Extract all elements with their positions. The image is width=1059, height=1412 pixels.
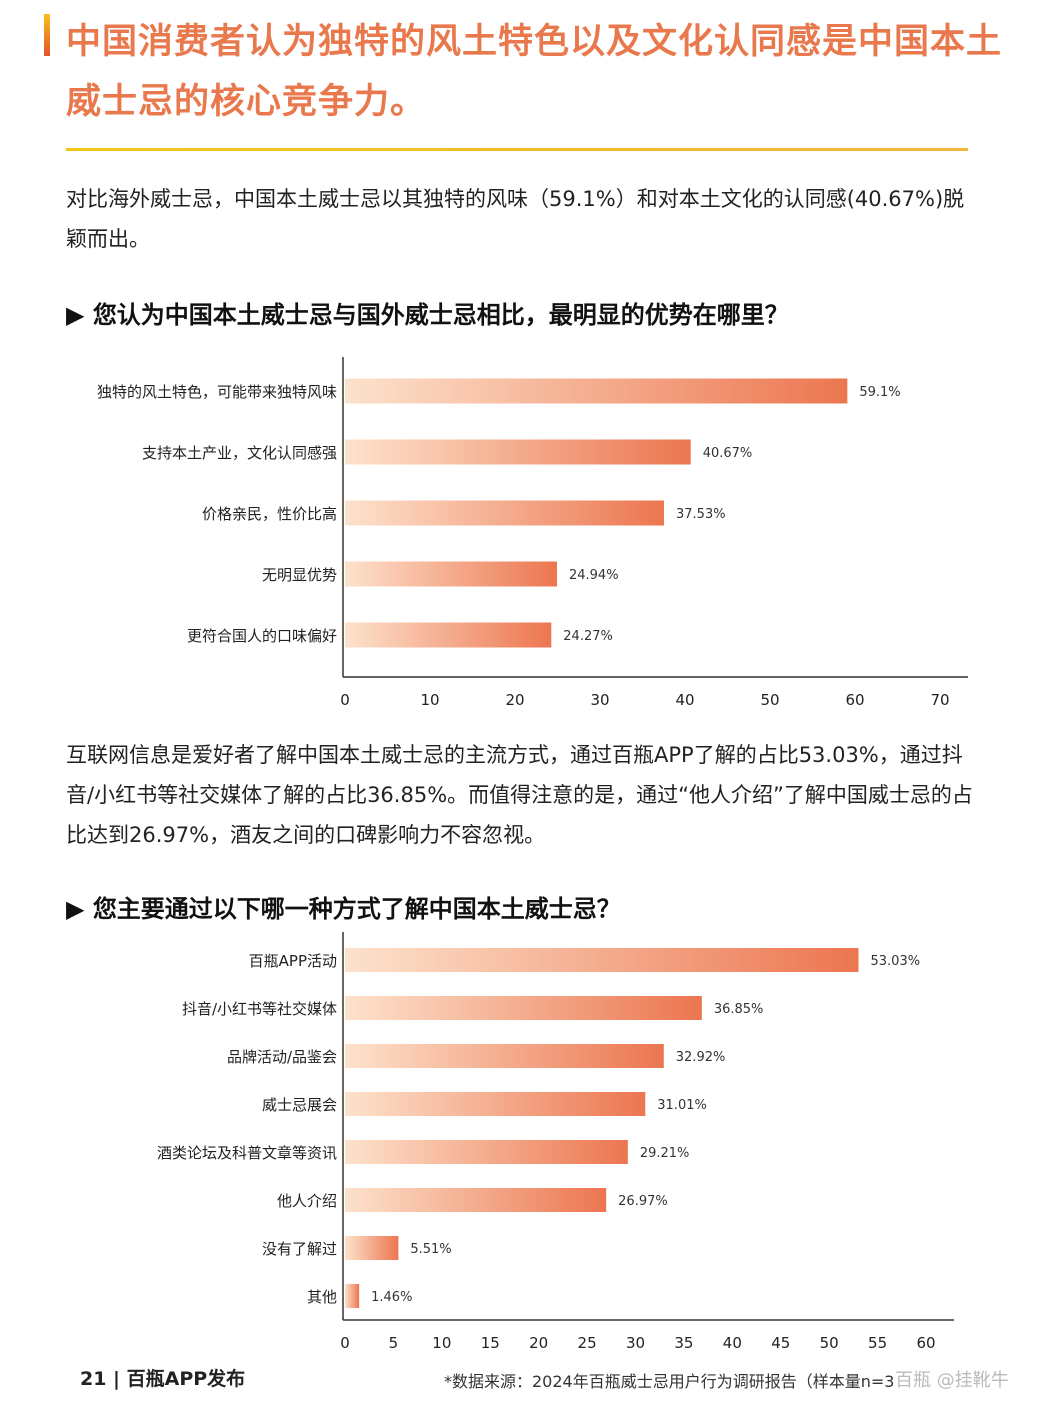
x-tick-label: 35	[674, 1334, 693, 1352]
data-label: 37.53%	[676, 507, 726, 522]
chart2-channels: 百瓶APP活动 53.03% 抖音/小红书等社交媒体 36.85% 品牌活动/品鉴会 32…	[157, 932, 954, 1352]
x-tick-label: 15	[481, 1334, 500, 1352]
category-label: 抖音/小红书等社交媒体	[182, 1000, 337, 1018]
x-tick-label: 10	[420, 691, 439, 709]
x-tick-label: 45	[771, 1334, 790, 1352]
data-label: 31.01%	[657, 1098, 707, 1113]
category-label: 威士忌展会	[262, 1096, 337, 1114]
data-label: 24.94%	[569, 568, 619, 583]
chart1-advantages: 独特的风土特色，可能带来独特风味 59.1% 支持本土产业，文化认同感强 40.67%…	[97, 357, 968, 709]
bar	[345, 561, 557, 587]
bar	[345, 1284, 360, 1308]
bar	[345, 1092, 646, 1116]
x-tick-label: 25	[578, 1334, 597, 1352]
bar	[345, 948, 859, 972]
x-tick-label: 70	[930, 691, 949, 709]
data-label: 5.51%	[410, 1242, 451, 1257]
x-tick-label: 20	[505, 691, 524, 709]
title-accent-bar	[44, 14, 50, 56]
category-label: 无明显优势	[262, 566, 337, 584]
category-label: 独特的风土特色，可能带来独特风味	[97, 383, 337, 401]
bar	[345, 996, 702, 1020]
footer-source: *数据来源：2024年百瓶威士忌用户行为调研报告（样本量n=3	[444, 1372, 895, 1391]
x-tick-label: 0	[340, 1334, 350, 1352]
bar	[345, 439, 691, 465]
x-tick-label: 50	[760, 691, 779, 709]
x-tick-label: 30	[626, 1334, 645, 1352]
category-label: 酒类论坛及科普文章等资讯	[157, 1144, 337, 1162]
category-label: 品牌活动/品鉴会	[227, 1048, 337, 1066]
bar	[345, 1188, 607, 1212]
category-label: 更符合国人的口味偏好	[187, 627, 337, 645]
category-label: 其他	[307, 1288, 337, 1306]
x-tick-label: 10	[432, 1334, 451, 1352]
data-label: 29.21%	[640, 1146, 690, 1161]
data-label: 24.27%	[563, 629, 613, 644]
data-label: 59.1%	[859, 385, 900, 400]
bar	[345, 500, 665, 526]
x-tick-label: 5	[389, 1334, 399, 1352]
category-label: 没有了解过	[262, 1240, 337, 1258]
category-label: 他人介绍	[277, 1192, 337, 1210]
title-divider	[66, 148, 968, 151]
bar	[345, 1044, 664, 1068]
x-tick-label: 40	[723, 1334, 742, 1352]
chart1-question: ▶ 您认为中国本土威士忌与国外威士忌相比，最明显的优势在哪里？	[66, 301, 789, 329]
x-tick-label: 0	[340, 691, 350, 709]
data-label: 53.03%	[871, 954, 921, 969]
footer-watermark: 百瓶 @挂靴牛	[895, 1370, 1009, 1391]
category-label: 百瓶APP活动	[249, 952, 337, 970]
category-label: 支持本土产业，文化认同感强	[142, 444, 337, 462]
x-tick-label: 20	[529, 1334, 548, 1352]
data-label: 36.85%	[714, 1002, 764, 1017]
x-tick-label: 55	[868, 1334, 887, 1352]
paragraph-channels: 互联网信息是爱好者了解中国本土威士忌的主流方式，通过百瓶APP了解的占比53.0…	[66, 743, 973, 847]
x-tick-label: 60	[845, 691, 864, 709]
data-label: 40.67%	[703, 446, 753, 461]
bar	[345, 1140, 628, 1164]
footer-page-number: 21 | 百瓶APP发布	[80, 1368, 246, 1390]
x-tick-label: 30	[590, 691, 609, 709]
data-label: 1.46%	[371, 1290, 412, 1305]
x-tick-label: 60	[916, 1334, 935, 1352]
intro-paragraph: 对比海外威士忌，中国本土威士忌以其独特的风味（59.1%）和对本土文化的认同感(…	[66, 187, 965, 251]
data-label: 26.97%	[618, 1194, 668, 1209]
bar	[345, 378, 848, 404]
x-tick-label: 40	[675, 691, 694, 709]
page-title: 中国消费者认为独特的风土特色以及文化认同感是中国本土威士忌的核心竞争力。	[66, 22, 1003, 122]
x-tick-label: 50	[820, 1334, 839, 1352]
chart2-question: ▶ 您主要通过以下哪一种方式了解中国本土威士忌？	[66, 895, 621, 923]
bar	[345, 1236, 399, 1260]
category-label: 价格亲民，性价比高	[202, 505, 337, 523]
data-label: 32.92%	[676, 1050, 726, 1065]
bar	[345, 622, 552, 648]
